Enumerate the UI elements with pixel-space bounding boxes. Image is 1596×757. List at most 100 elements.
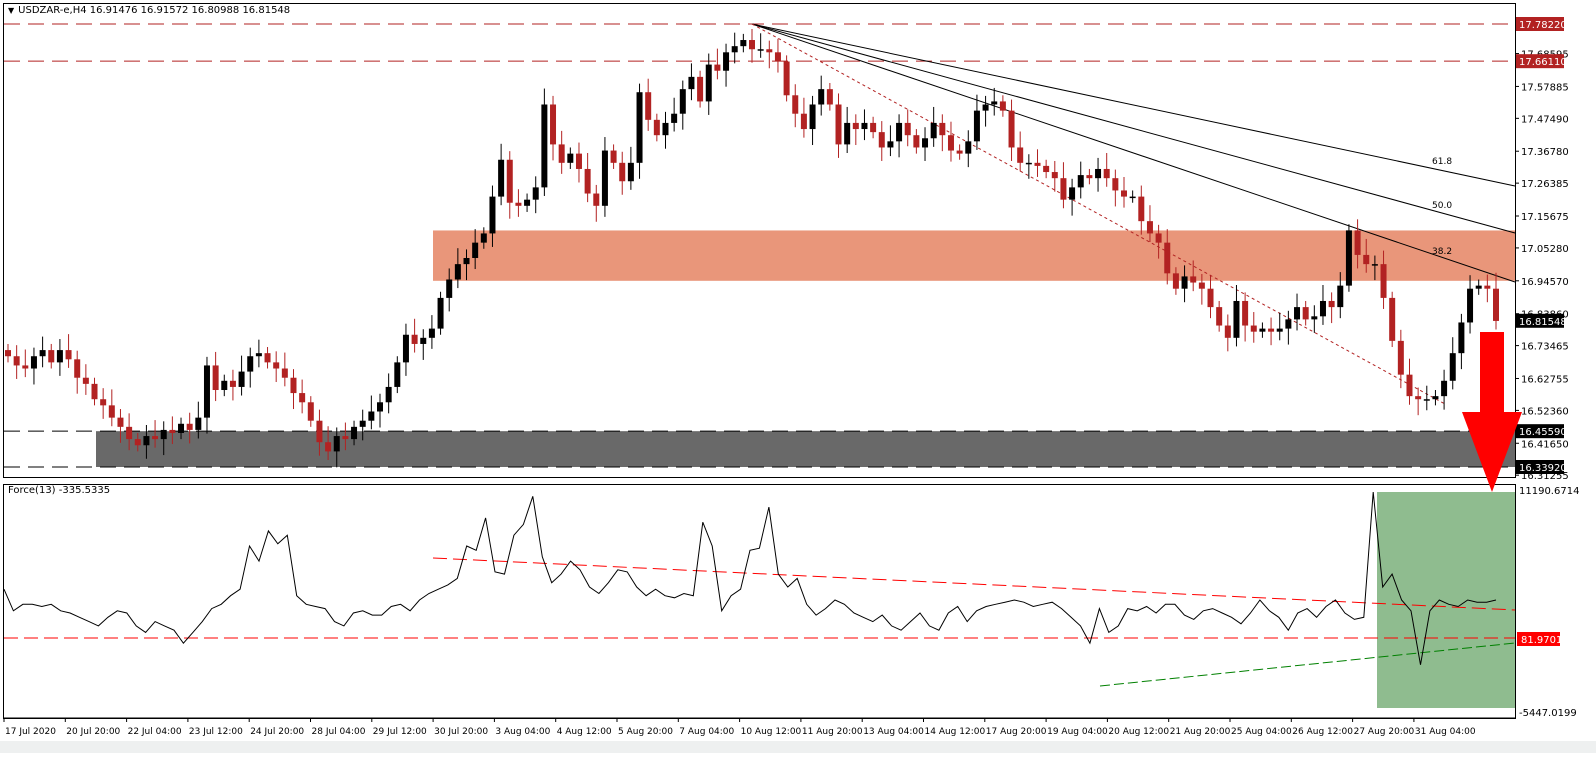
candle	[1060, 162, 1067, 209]
candle	[1017, 131, 1024, 172]
candle	[688, 63, 695, 101]
candle	[999, 95, 1006, 117]
candle	[567, 147, 574, 169]
candle	[636, 83, 643, 179]
force-resistance-trendline	[432, 557, 1516, 611]
candle	[281, 352, 288, 387]
x-tick-label: 4 Aug 12:00	[557, 727, 612, 737]
candle	[1475, 279, 1482, 295]
bottom-status-strip	[0, 741, 1596, 753]
candle	[1216, 300, 1223, 332]
x-tick-label: 25 Aug 04:00	[1231, 727, 1292, 737]
candle	[203, 356, 210, 434]
candle	[1181, 265, 1188, 303]
candle	[402, 323, 409, 376]
y-tick-label: 17.36780	[1521, 147, 1569, 158]
candle	[610, 144, 617, 169]
y-tick-label: 16.41650	[1521, 439, 1569, 450]
candle	[1259, 322, 1266, 338]
candle	[601, 137, 608, 217]
indicator-label: Force(13) -335.5335	[8, 485, 110, 496]
candle	[134, 432, 141, 452]
candle	[1467, 275, 1474, 334]
chart-title: ▼ USDZAR-e,H4 16.91476 16.91572 16.80988 …	[8, 5, 290, 16]
x-tick-label: 17 Aug 20:00	[986, 727, 1047, 737]
candle	[195, 401, 202, 439]
candle	[1077, 161, 1084, 199]
candle	[1121, 176, 1127, 208]
candle	[446, 268, 453, 312]
candle	[965, 130, 972, 168]
price-label-badge	[1516, 17, 1564, 31]
x-tick-label: 3 Aug 04:00	[495, 727, 550, 737]
candle	[247, 347, 254, 388]
candle	[697, 70, 704, 108]
candle	[1484, 274, 1491, 303]
force-level-badge	[1517, 632, 1560, 646]
candle	[1294, 293, 1301, 331]
candle	[1051, 160, 1058, 192]
candle	[1389, 291, 1396, 348]
x-tick-label: 29 Jul 12:00	[373, 727, 427, 737]
y-tick-label: 17.26385	[1521, 179, 1569, 190]
candle	[1354, 219, 1361, 269]
candle	[896, 114, 903, 158]
candle	[39, 336, 46, 368]
candle	[82, 364, 89, 395]
x-tick-label: 28 Jul 04:00	[312, 727, 366, 737]
candle	[714, 48, 721, 80]
x-tick-label: 11 Aug 20:00	[802, 727, 863, 737]
candle	[368, 395, 375, 430]
bearish-arrow-icon	[1462, 332, 1522, 492]
x-tick-label: 10 Aug 12:00	[741, 727, 802, 737]
candle	[273, 351, 280, 383]
candle	[316, 409, 323, 456]
candle	[307, 396, 314, 427]
candle	[627, 146, 634, 190]
candle	[1458, 313, 1465, 370]
candle	[1172, 267, 1179, 295]
force-highlight-zone	[1377, 492, 1515, 708]
fib-fan-line	[751, 23, 1516, 234]
candle	[22, 349, 29, 378]
candle	[1103, 153, 1110, 187]
candle	[160, 421, 167, 456]
x-tick-label: 21 Aug 20:00	[1170, 727, 1231, 737]
candle	[290, 369, 297, 410]
candle	[5, 343, 11, 363]
candle	[679, 80, 686, 130]
candle	[930, 106, 937, 147]
candle	[826, 83, 833, 111]
y-tick-label: 16.31255	[1521, 471, 1569, 482]
y-tick-label: 16.94570	[1521, 277, 1569, 288]
candle	[178, 417, 185, 440]
fib-level-label: 50.0	[1432, 201, 1452, 211]
candle	[835, 93, 842, 158]
candle	[411, 318, 418, 353]
candle	[939, 114, 946, 152]
candle	[377, 393, 383, 428]
x-tick-label: 14 Aug 12:00	[925, 727, 986, 737]
candle	[1432, 390, 1439, 406]
candle	[506, 151, 513, 219]
candle	[757, 33, 764, 58]
price-label: 16.45590	[1519, 427, 1567, 438]
candle	[515, 189, 522, 217]
candle	[1493, 272, 1499, 330]
candle	[169, 416, 176, 445]
candle	[1008, 99, 1015, 161]
indicator-panel[interactable]	[3, 484, 1516, 719]
x-tick-label: 24 Jul 20:00	[250, 727, 304, 737]
candle	[30, 347, 37, 385]
price-label: 16.81548	[1519, 317, 1567, 328]
candle	[861, 109, 868, 141]
candle	[774, 38, 781, 73]
price-label: 17.66110	[1519, 57, 1567, 68]
candle	[870, 116, 877, 139]
candle	[1043, 159, 1050, 179]
candle	[740, 33, 747, 53]
candle	[532, 176, 539, 214]
candle	[800, 97, 807, 138]
